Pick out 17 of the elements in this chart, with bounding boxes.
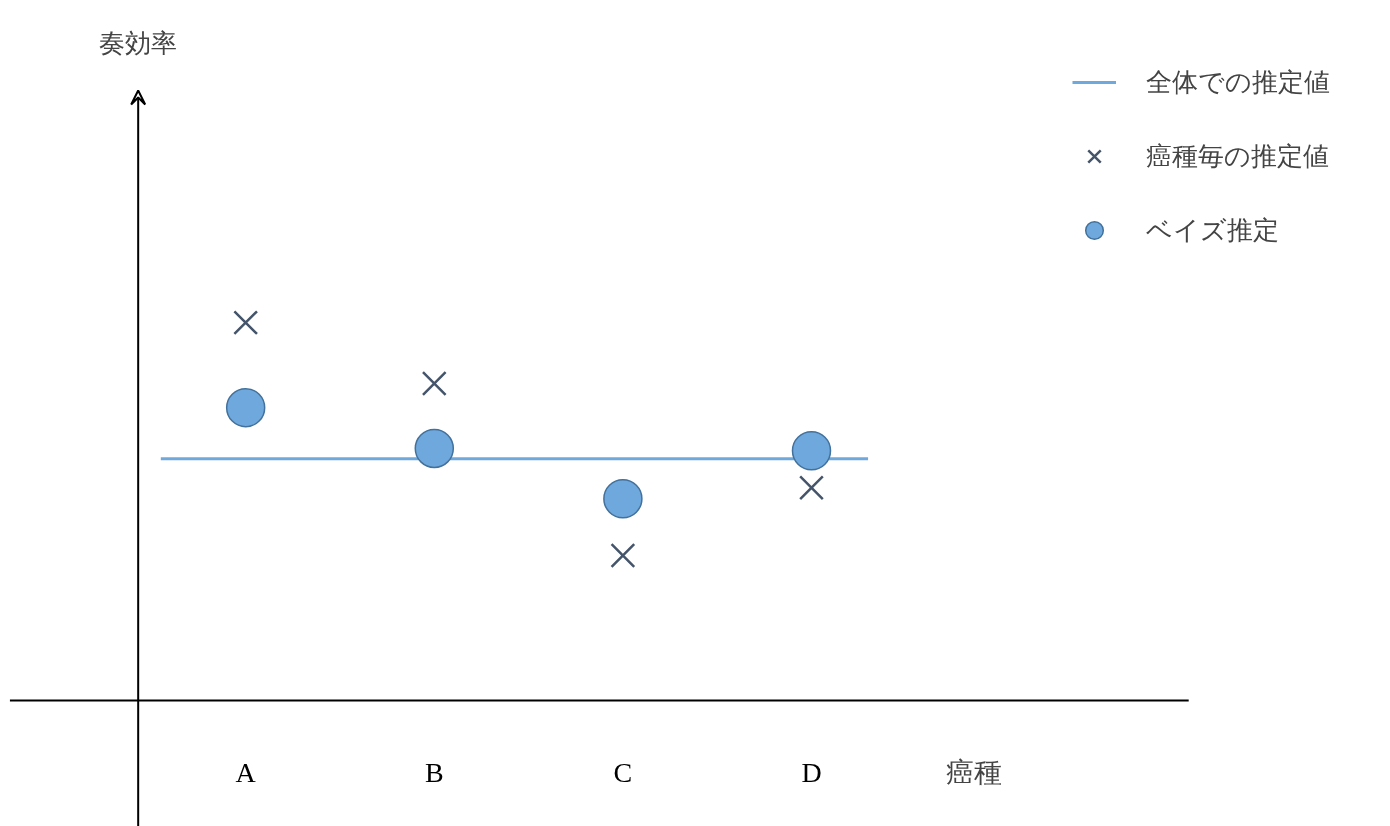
- point: [791, 431, 832, 471]
- point: [798, 475, 825, 501]
- point: [610, 542, 636, 569]
- legend-label: 癌種毎の推定値: [1146, 139, 1329, 173]
- x-tick-label: D: [801, 756, 822, 788]
- text: 奏効率: [99, 27, 178, 58]
- point: [603, 479, 643, 519]
- x-tick-label: C: [613, 756, 633, 788]
- x-tick-label: B: [424, 756, 444, 788]
- x-tick-label: A: [235, 756, 257, 788]
- legend-label: 全体での推定値: [1146, 65, 1330, 99]
- legend-label: ベイズ推定: [1146, 213, 1279, 247]
- point: [233, 310, 259, 336]
- x-axis-title: 癌種: [945, 755, 1002, 789]
- point: [421, 370, 447, 397]
- point: [414, 428, 455, 469]
- point: [225, 387, 266, 428]
